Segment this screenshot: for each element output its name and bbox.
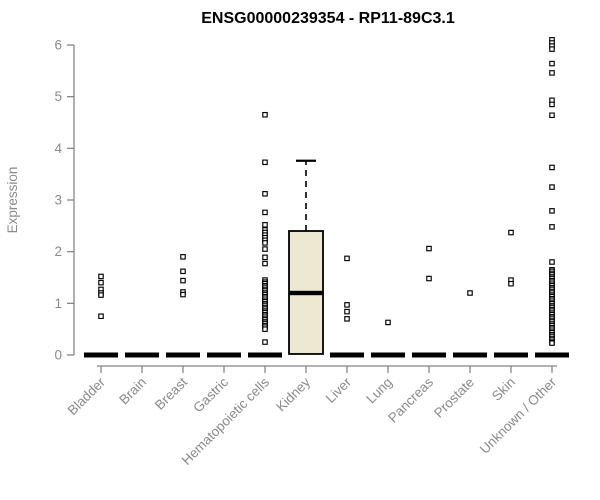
outlier-point [262, 240, 268, 246]
chart-title: ENSG00000239354 - RP11-89C3.1 [201, 10, 455, 27]
y-tick-label: 4 [54, 141, 62, 156]
x-tick-label-brain: Brain [116, 375, 149, 408]
median-bar-gastric [207, 352, 241, 358]
outlier-point [549, 46, 555, 52]
outlier-point [426, 245, 432, 252]
outlier-point [262, 209, 268, 216]
median-bar-brain [125, 352, 159, 358]
median-bar-skin [494, 352, 528, 358]
outlier-point [262, 339, 268, 345]
outlier-point [262, 191, 268, 197]
outlier-point [180, 277, 186, 284]
median-bar-unknown-other [535, 352, 569, 358]
y-axis-label: Expression [5, 167, 20, 234]
x-tick-label-bladder: Bladder [65, 374, 109, 418]
y-tick-label: 3 [54, 193, 62, 208]
outlier-point [549, 259, 555, 265]
outlier-point [262, 111, 268, 118]
outlier-point [180, 268, 186, 275]
median-bar-lung [371, 352, 405, 358]
median-bar-pancreas [412, 352, 446, 358]
outlier-point [344, 308, 350, 315]
outlier-point [262, 254, 268, 261]
outlier-point [262, 260, 268, 267]
x-tick-label-kidney: Kidney [273, 374, 313, 414]
outlier-point [549, 184, 555, 190]
median-bar-breast [166, 352, 200, 358]
outlier-point [549, 101, 555, 108]
x-tick-label-liver: Liver [323, 374, 355, 406]
median-bar-hematopoietic-cells [248, 352, 282, 358]
median-line-kidney [289, 290, 323, 296]
median-bar-prostate [453, 352, 487, 358]
outlier-point [549, 208, 555, 214]
outlier-point [385, 319, 391, 326]
outlier-point [467, 290, 473, 296]
outlier-point [549, 224, 555, 230]
outlier-point [98, 313, 104, 320]
outlier-point [549, 340, 555, 346]
outlier-point [262, 246, 268, 252]
outlier-point [549, 60, 555, 67]
outlier-point [98, 292, 104, 298]
x-tick-label-prostate: Prostate [431, 375, 477, 421]
outlier-point [98, 273, 104, 280]
outlier-point [262, 326, 268, 332]
y-tick-label: 0 [54, 348, 62, 363]
outlier-point [549, 70, 555, 76]
outlier-point [344, 255, 350, 262]
outlier-point [344, 316, 350, 322]
outlier-point [344, 302, 350, 308]
x-tick-label-skin: Skin [489, 375, 518, 404]
outlier-point [180, 291, 186, 298]
outlier-point [180, 254, 186, 260]
outlier-point [508, 229, 514, 236]
outlier-point [262, 222, 268, 228]
x-tick-label-gastric: Gastric [190, 374, 231, 415]
median-bar-liver [330, 352, 364, 358]
median-bar-bladder [84, 352, 118, 358]
x-tick-label-lung: Lung [363, 375, 395, 407]
y-tick-label: 5 [54, 89, 62, 104]
outlier-point [508, 280, 514, 287]
outlier-point [549, 164, 555, 171]
x-tick-label-unknown-other: Unknown / Other [477, 374, 560, 457]
x-tick-label-pancreas: Pancreas [385, 374, 436, 425]
x-tick-label-breast: Breast [152, 374, 190, 412]
y-tick-label: 2 [54, 244, 62, 259]
outlier-point [262, 159, 268, 166]
outlier-point [426, 275, 432, 282]
outlier-point [98, 279, 104, 286]
y-tick-label: 6 [54, 38, 62, 53]
outlier-point [549, 112, 555, 119]
y-tick-label: 1 [54, 296, 62, 311]
